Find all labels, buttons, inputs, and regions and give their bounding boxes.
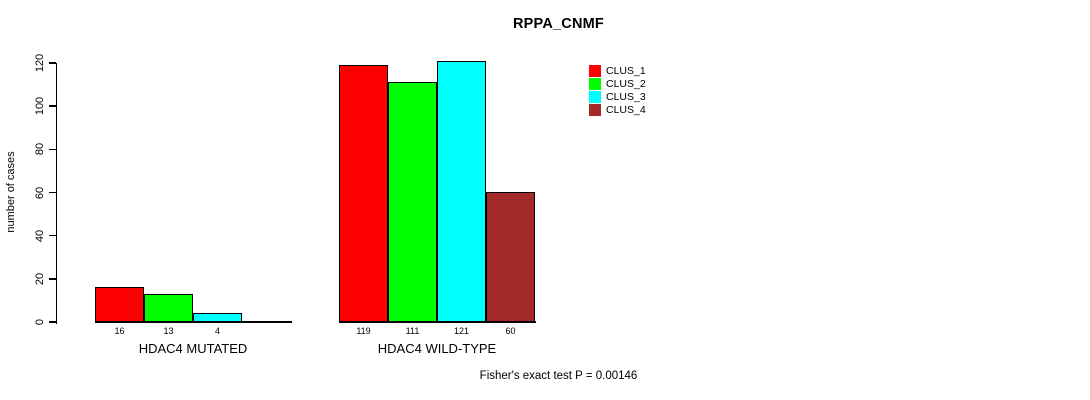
x-axis-baseline xyxy=(94,321,292,323)
legend-color-swatch xyxy=(589,64,601,77)
bar-value-label: 119 xyxy=(356,326,371,336)
y-axis-tick-label: 80 xyxy=(34,143,46,156)
bar-value-label: 16 xyxy=(114,326,125,336)
bar-value-label: 121 xyxy=(453,326,470,336)
x-axis-group-label: HDAC4 WILD-TYPE xyxy=(377,341,497,356)
bar-value-label: 111 xyxy=(405,326,420,336)
y-axis-tick-label: 20 xyxy=(34,272,46,285)
y-axis-tick-label: 120 xyxy=(34,53,46,73)
y-axis-line xyxy=(55,63,57,324)
y-axis-tick xyxy=(48,234,56,237)
legend-item-clus-4: CLUS_4 xyxy=(589,103,646,116)
bar-clus-2-group-1 xyxy=(144,294,193,323)
fisher-test-annotation: Fisher's exact test P = 0.00146 xyxy=(479,370,638,382)
y-axis-tick-label: 100 xyxy=(34,96,46,116)
bar-clus-3-group-2 xyxy=(437,61,486,323)
y-axis-tick xyxy=(48,148,56,151)
bar-value-label: 60 xyxy=(505,326,516,336)
chart-title: RPPA_CNMF xyxy=(513,16,604,32)
legend-color-swatch xyxy=(589,103,601,116)
y-axis-tick xyxy=(48,278,56,280)
x-axis-baseline xyxy=(338,321,536,323)
x-axis-group-label: HDAC4 MUTATED xyxy=(138,341,248,356)
legend-item-clus-1: CLUS_1 xyxy=(589,64,646,77)
bar-clus-1-group-1 xyxy=(95,287,144,323)
y-axis-tick xyxy=(48,105,56,107)
bar-clus-1-group-2 xyxy=(339,65,388,323)
bar-value-label: 4 xyxy=(214,326,220,336)
y-axis-tick xyxy=(48,62,56,64)
legend-item-clus-2: CLUS_2 xyxy=(589,77,646,90)
legend: CLUS_1 CLUS_2 CLUS_3 CLUS_4 xyxy=(589,64,646,116)
legend-color-swatch xyxy=(589,90,601,103)
legend-label: CLUS_1 xyxy=(606,64,646,77)
bar-value-label: 13 xyxy=(163,326,174,336)
legend-label: CLUS_4 xyxy=(606,103,646,116)
bar-clus-2-group-2 xyxy=(388,82,437,323)
y-axis-tick-label: 60 xyxy=(34,186,46,199)
legend-label: CLUS_3 xyxy=(606,90,646,103)
y-axis-tick-label: 0 xyxy=(34,318,46,326)
bar-clus-4-group-2 xyxy=(486,192,535,323)
y-axis-tick xyxy=(48,321,56,323)
legend-color-swatch xyxy=(589,77,601,90)
y-axis-tick-label: 40 xyxy=(34,229,46,242)
y-axis-tick xyxy=(48,191,56,194)
legend-item-clus-3: CLUS_3 xyxy=(589,90,646,103)
legend-label: CLUS_2 xyxy=(606,77,646,90)
y-axis-label: number of cases xyxy=(5,151,17,233)
